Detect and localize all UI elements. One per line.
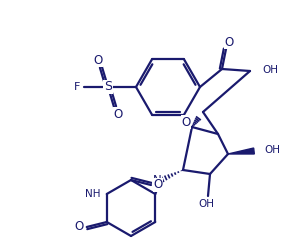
Text: F: F (74, 82, 80, 92)
Text: N: N (153, 174, 161, 187)
Polygon shape (228, 148, 254, 154)
Text: OH: OH (264, 145, 280, 155)
Text: OH: OH (262, 65, 278, 75)
Text: O: O (93, 53, 103, 67)
Text: O: O (153, 178, 163, 192)
Text: O: O (181, 115, 191, 129)
Text: O: O (74, 220, 83, 234)
Text: OH: OH (198, 199, 214, 209)
Text: NH: NH (85, 189, 101, 199)
Text: S: S (104, 80, 112, 93)
Text: O: O (113, 108, 123, 120)
Text: O: O (224, 36, 234, 48)
